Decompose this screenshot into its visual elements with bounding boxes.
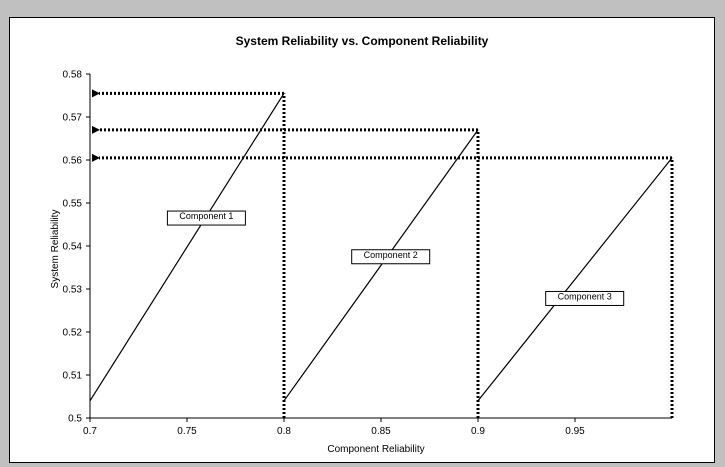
x-tick-label: 0.75 xyxy=(177,426,197,437)
chart-area: System Reliability vs. Component Reliabi… xyxy=(9,17,715,463)
y-axis-label: System Reliability xyxy=(50,210,61,289)
y-tick-label: 0.58 xyxy=(63,70,83,81)
x-tick-label: 0.9 xyxy=(471,426,485,437)
annotation-label-2: Component 2 xyxy=(364,250,418,260)
x-tick-label: 0.8 xyxy=(277,426,291,437)
y-tick-label: 0.55 xyxy=(63,199,83,210)
annotation-box-1 xyxy=(166,210,246,226)
y-tick-label: 0.5 xyxy=(68,414,82,425)
x-axis-label: Component Reliability xyxy=(327,444,424,455)
reliability-chart: System Reliability vs. Component Reliabi… xyxy=(50,34,674,455)
y-tick-label: 0.57 xyxy=(63,113,83,124)
annotation-label-1: Component 1 xyxy=(179,211,233,221)
y-tick-label: 0.54 xyxy=(63,242,83,253)
annotation-label-3: Component 3 xyxy=(558,291,612,301)
y-tick-label: 0.53 xyxy=(63,285,83,296)
x-tick-label: 0.95 xyxy=(565,426,585,437)
series-line-1 xyxy=(89,93,285,402)
x-tick-label: 0.7 xyxy=(83,426,97,437)
series-line-3 xyxy=(477,157,673,402)
annotation-box-3 xyxy=(545,290,625,306)
series-line-2 xyxy=(283,129,479,402)
annotation-box-2 xyxy=(351,249,431,265)
y-tick-label: 0.51 xyxy=(63,371,83,382)
chart-title: System Reliability vs. Component Reliabi… xyxy=(236,34,489,48)
x-tick-label: 0.85 xyxy=(371,426,391,437)
y-tick-label: 0.52 xyxy=(63,328,83,339)
y-tick-label: 0.56 xyxy=(63,156,83,167)
